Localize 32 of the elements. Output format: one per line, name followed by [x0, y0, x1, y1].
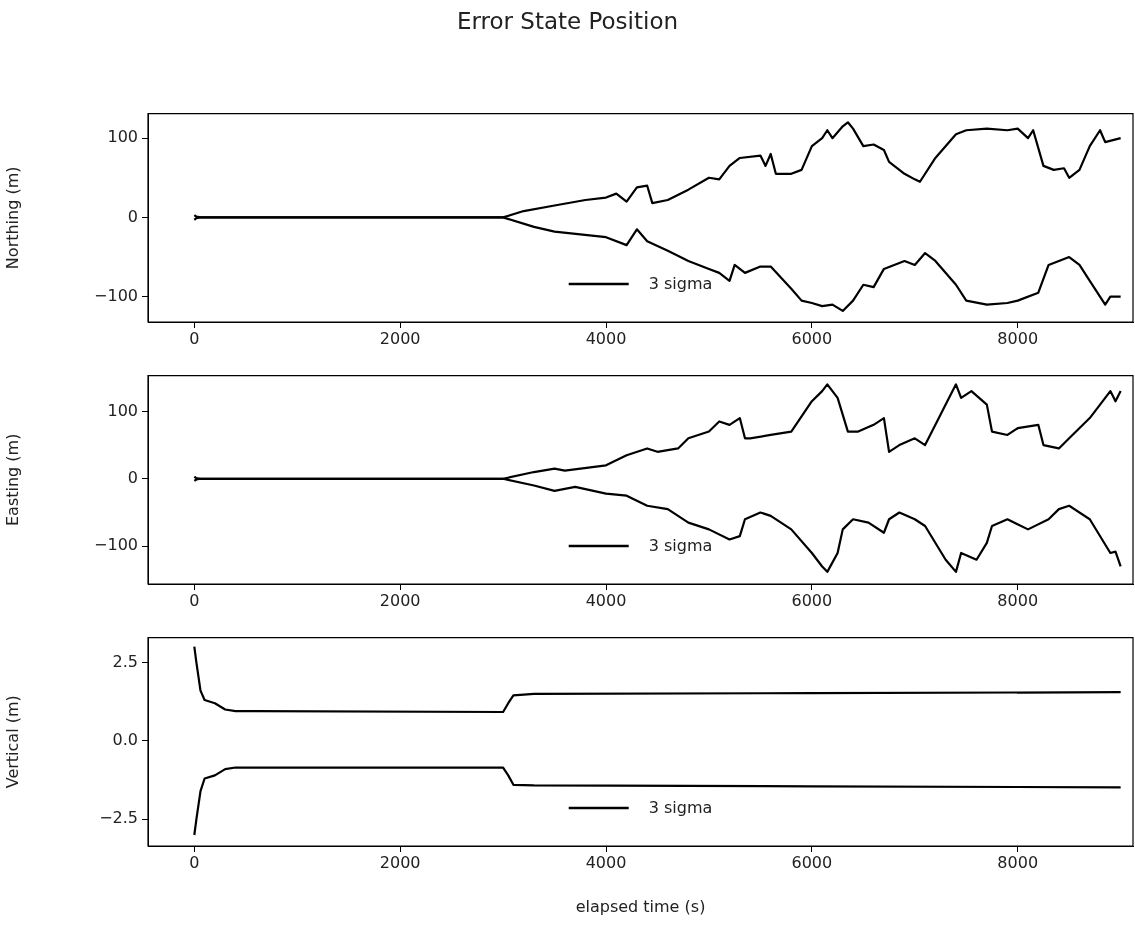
x-tick-label: 2000 — [379, 852, 421, 872]
x-tick-label: 4000 — [585, 852, 627, 872]
legend-label: 3 sigma — [648, 536, 713, 556]
x-tick-label: 0 — [189, 590, 200, 610]
x-tick-label: 6000 — [791, 590, 833, 610]
y-tick-label: −100 — [94, 285, 138, 305]
y-tick-label: 0 — [127, 206, 138, 226]
y-tick-label: 100 — [107, 400, 138, 420]
x-axis-title: elapsed time (s) — [575, 896, 706, 916]
x-tick-label: 2000 — [379, 590, 421, 610]
x-tick-label: 8000 — [997, 590, 1039, 610]
y-axis-title: Vertical (m) — [2, 695, 22, 789]
x-tick-label: 2000 — [379, 328, 421, 348]
y-axis-title: Easting (m) — [2, 433, 22, 527]
x-tick-label: 0 — [189, 328, 200, 348]
y-tick-label: −2.5 — [99, 808, 138, 828]
y-tick-label: 100 — [107, 127, 138, 147]
x-tick-label: 6000 — [791, 852, 833, 872]
x-tick-label: 0 — [189, 852, 200, 872]
y-axis-title: Northing (m) — [2, 166, 22, 270]
x-tick-label: 8000 — [997, 852, 1039, 872]
y-tick-label: −100 — [94, 535, 138, 555]
x-tick-label: 4000 — [585, 590, 627, 610]
legend-label: 3 sigma — [648, 798, 713, 818]
x-tick-label: 4000 — [585, 328, 627, 348]
chart-title: Error State Position — [455, 8, 680, 34]
y-tick-label: 0.0 — [112, 730, 138, 750]
y-tick-label: 0 — [127, 467, 138, 487]
x-tick-label: 8000 — [997, 328, 1039, 348]
x-tick-label: 6000 — [791, 328, 833, 348]
y-tick-label: 2.5 — [112, 651, 138, 671]
legend-label: 3 sigma — [648, 274, 713, 294]
